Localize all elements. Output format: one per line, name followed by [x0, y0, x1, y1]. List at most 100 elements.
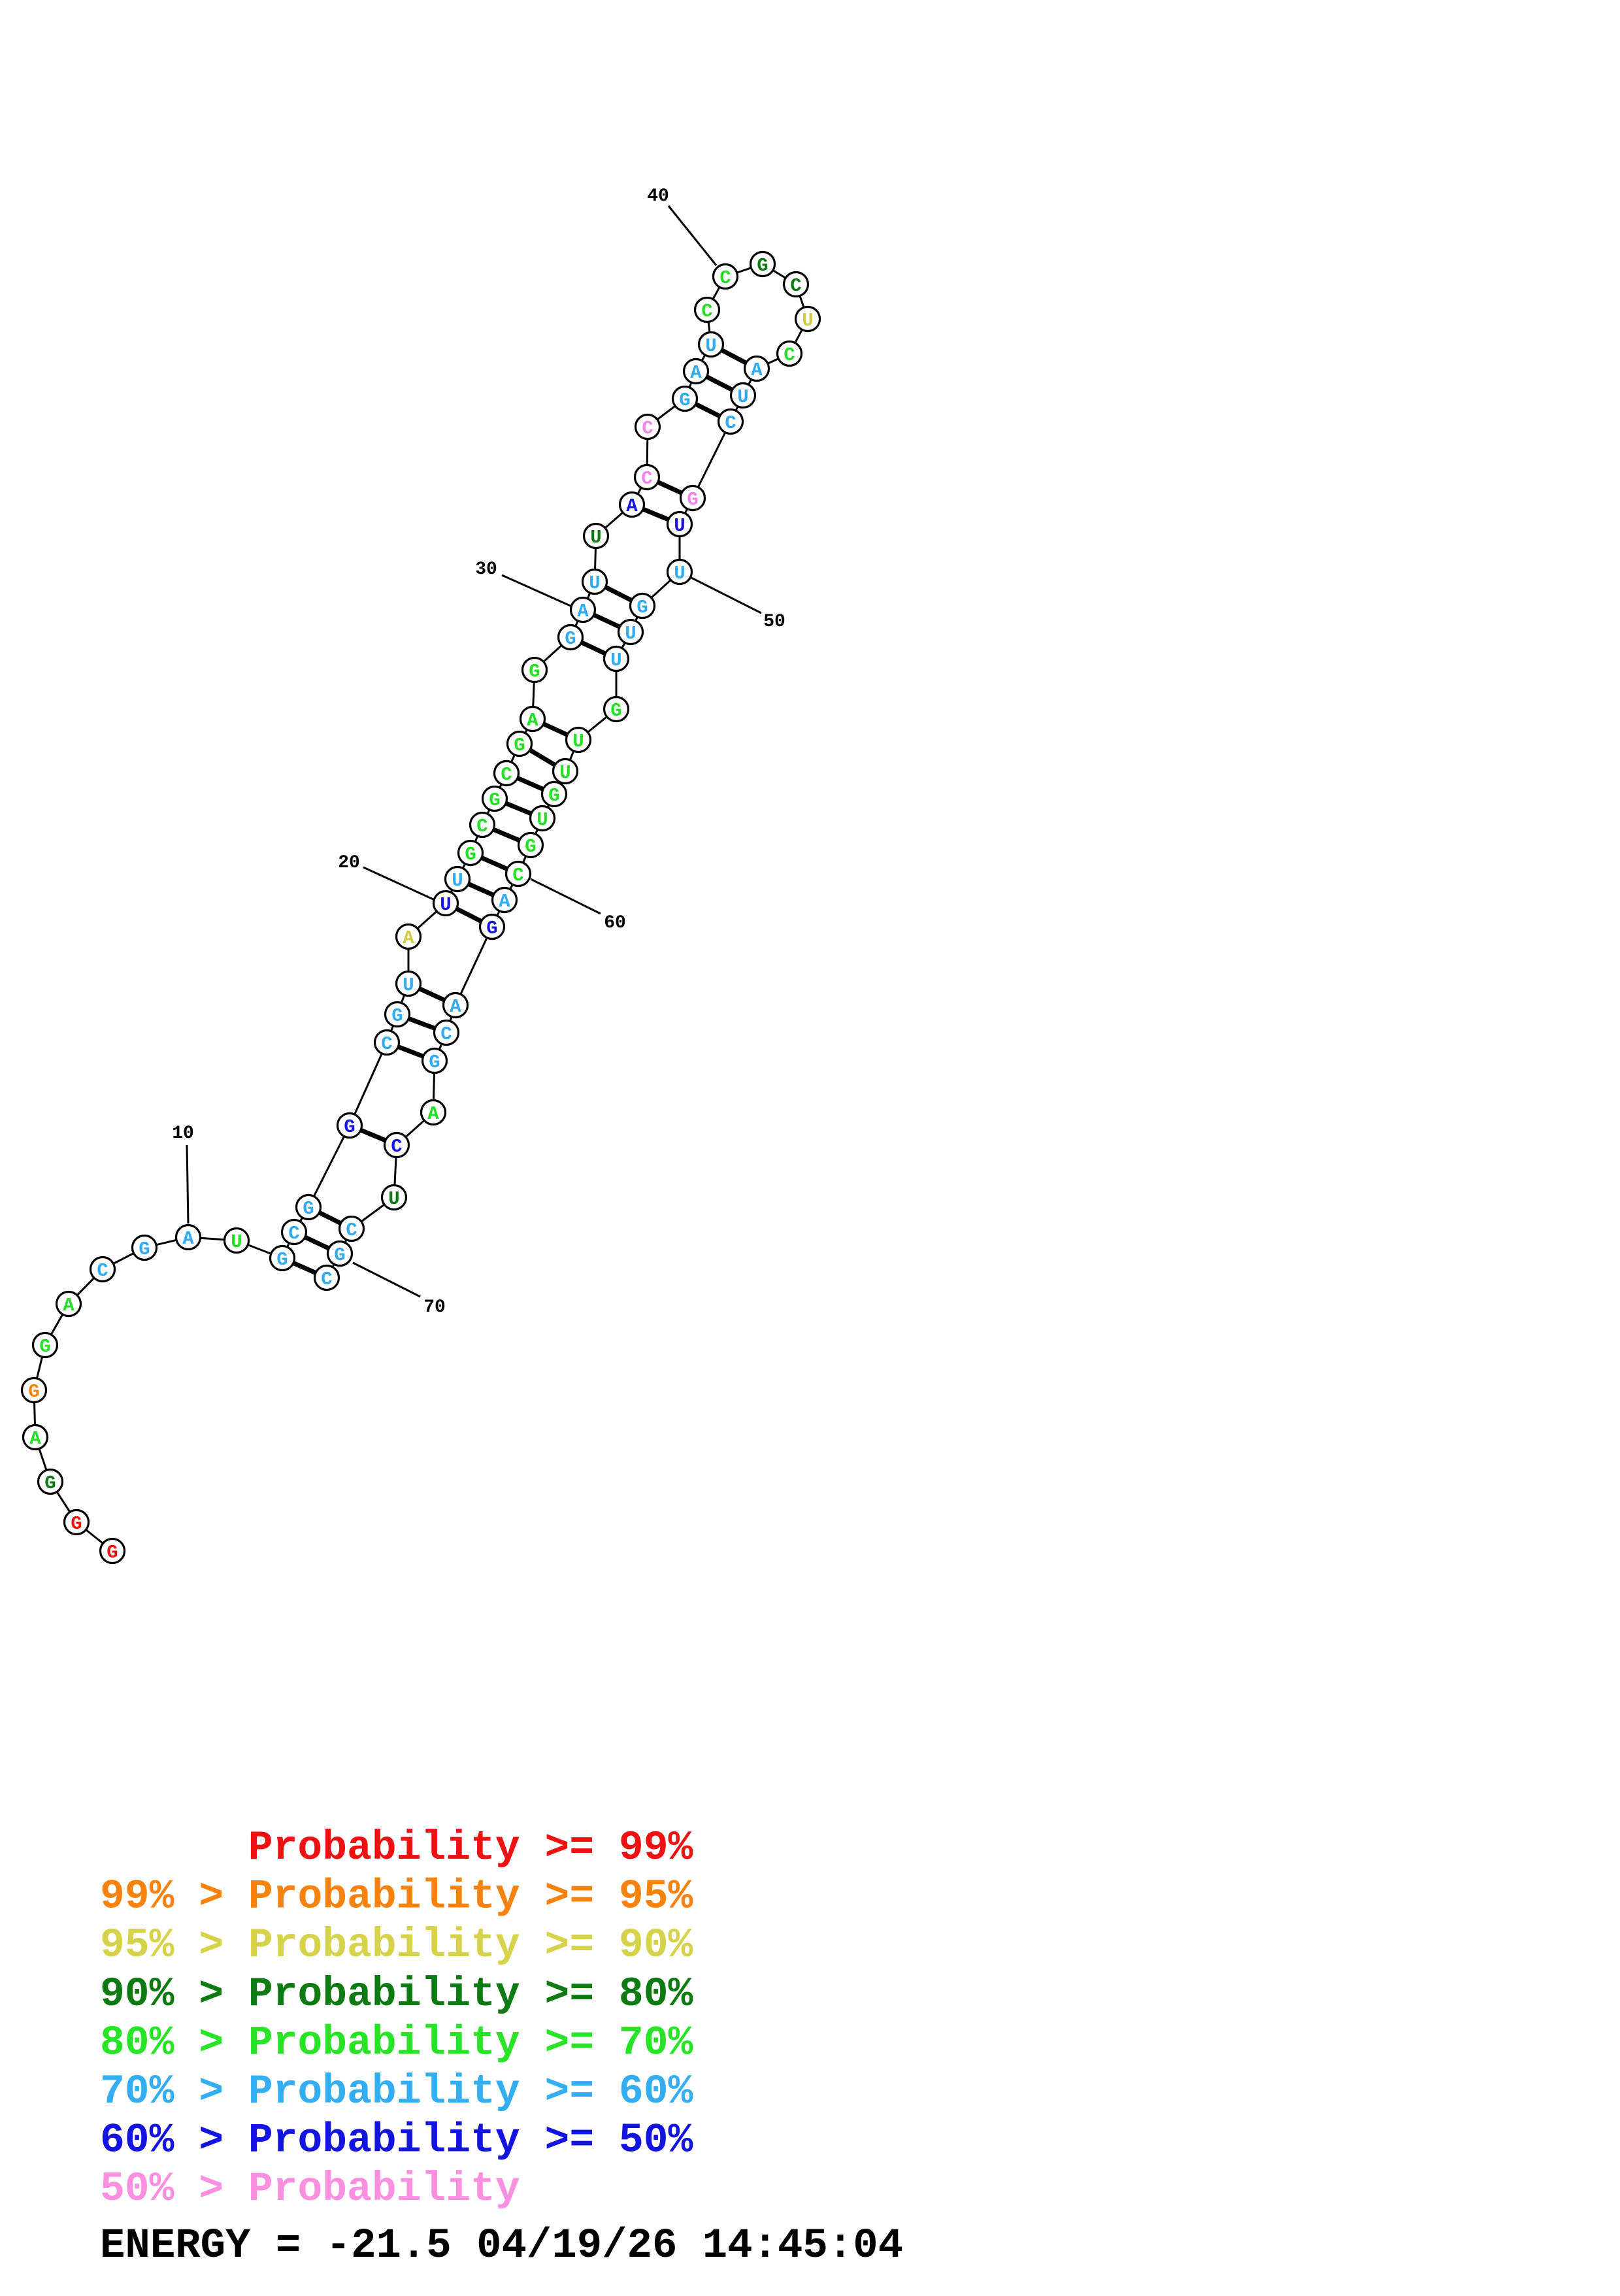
base-letter: A: [182, 1228, 194, 1250]
nucleotide-circle: [582, 522, 610, 550]
base-letter: A: [29, 1428, 41, 1450]
nucleotide: G: [295, 1193, 322, 1221]
nucleotide: G: [679, 484, 706, 512]
nucleotide-circle: [693, 296, 721, 324]
base-letter: G: [529, 661, 540, 682]
nucleotide-circle: [63, 1508, 90, 1536]
position-tick-line: [352, 1261, 421, 1298]
base-letter: U: [572, 731, 584, 752]
backbone-segment: [691, 421, 732, 499]
nucleotide-circle: [565, 726, 592, 754]
nucleotide-circle: [671, 385, 699, 412]
position-tick-line: [186, 1144, 190, 1224]
nucleotide: G: [749, 250, 776, 278]
legend-row: Probability >= 99%: [248, 1825, 693, 1871]
nucleotide-circle: [280, 1218, 308, 1246]
nucleotide: G: [20, 1376, 48, 1404]
nucleotide-circle: [491, 886, 518, 914]
nucleotide: A: [743, 355, 770, 382]
nucleotide: U: [617, 618, 644, 646]
nucleotide: A: [618, 491, 646, 518]
base-letter: G: [344, 1116, 355, 1138]
nucleotide: U: [729, 382, 757, 409]
nucleotide: G: [31, 1331, 59, 1359]
base-letter: G: [687, 489, 698, 510]
base-letter: C: [701, 301, 712, 322]
position-label: 40: [647, 186, 669, 207]
nucleotide: G: [540, 780, 568, 808]
legend-row: 50% > Probability: [100, 2166, 520, 2212]
base-letter: A: [427, 1103, 439, 1125]
base-letter: C: [346, 1220, 357, 1241]
base-letter: C: [321, 1269, 332, 1290]
nucleotide: G: [336, 1112, 363, 1139]
base-letter: U: [705, 335, 716, 357]
nucleotide: G: [63, 1508, 90, 1536]
nucleotide: A: [491, 886, 518, 914]
nucleotide: G: [671, 385, 699, 412]
nucleotide-circle: [89, 1256, 116, 1283]
nucleotide: U: [380, 1184, 408, 1211]
nucleotide: G: [457, 839, 484, 867]
energy-footer: ENERGY = -21.5 04/19/26 14:45:04: [100, 2223, 903, 2270]
nucleotide: G: [326, 1240, 354, 1267]
nucleotide-circle: [794, 305, 821, 333]
base-letter: A: [63, 1295, 74, 1316]
nucleotide-circle: [634, 413, 661, 441]
base-letter: G: [757, 255, 768, 276]
backbone-segment: [454, 926, 493, 1006]
nucleotide: U: [444, 865, 471, 893]
nucleotide: A: [22, 1423, 49, 1451]
nucleotide: A: [442, 991, 469, 1019]
nucleotide: G: [629, 592, 656, 620]
nucleotide: G: [481, 785, 508, 812]
base-letter: A: [626, 495, 638, 517]
position-tick-line: [691, 576, 762, 614]
nucleotide: U: [603, 645, 630, 673]
base-letter: C: [440, 1023, 452, 1045]
nucleotide: C: [469, 811, 496, 839]
nucleotide: C: [280, 1218, 308, 1246]
base-letter: G: [107, 1542, 118, 1563]
nucleotide-circle: [384, 1001, 411, 1028]
nucleotide: C: [383, 1131, 410, 1159]
nucleotide: C: [338, 1215, 365, 1242]
nucleotide: G: [603, 695, 630, 723]
nucleotide-circle: [552, 757, 579, 785]
nucleotide-circle: [380, 1184, 408, 1211]
nucleotide-circle: [540, 780, 568, 808]
nucleotide-circle: [31, 1331, 59, 1359]
nucleotide: C: [693, 296, 721, 324]
nucleotide-circle: [131, 1234, 158, 1261]
position-label: 70: [423, 1297, 446, 1318]
nucleotide-circle: [338, 1215, 365, 1242]
nucleotide: U: [552, 757, 579, 785]
nucleotide: G: [384, 1001, 411, 1028]
base-letter: C: [719, 267, 731, 289]
nucleotide-circle: [569, 596, 597, 624]
nucleotide-circle: [517, 831, 544, 859]
base-letter: A: [499, 891, 510, 912]
nucleotide-circle: [617, 618, 644, 646]
nucleotide-circle: [37, 1468, 64, 1495]
base-letter: C: [790, 275, 801, 297]
base-letter: C: [381, 1033, 392, 1055]
nucleotide: C: [634, 413, 661, 441]
nucleotide: C: [782, 271, 810, 298]
nucleotide-circle: [529, 805, 556, 832]
base-letter: C: [391, 1136, 402, 1157]
nucleotide-circle: [749, 250, 776, 278]
nucleotide-circle: [493, 759, 520, 787]
nucleotide: C: [633, 463, 661, 491]
base-letter: C: [476, 816, 488, 837]
nucleotide-circle: [433, 1019, 460, 1046]
nucleotide: G: [131, 1234, 158, 1261]
nucleotide-circle: [782, 271, 810, 298]
nucleotide-circle: [633, 463, 661, 491]
nucleotide-circle: [481, 785, 508, 812]
nucleotide: U: [666, 510, 693, 538]
position-label: 50: [763, 612, 785, 632]
probability-legend: Probability >= 99%99% > Probability >= 9…: [100, 1825, 693, 2212]
legend-row: 70% > Probability >= 60%: [100, 2069, 693, 2115]
base-letter: G: [139, 1239, 150, 1260]
